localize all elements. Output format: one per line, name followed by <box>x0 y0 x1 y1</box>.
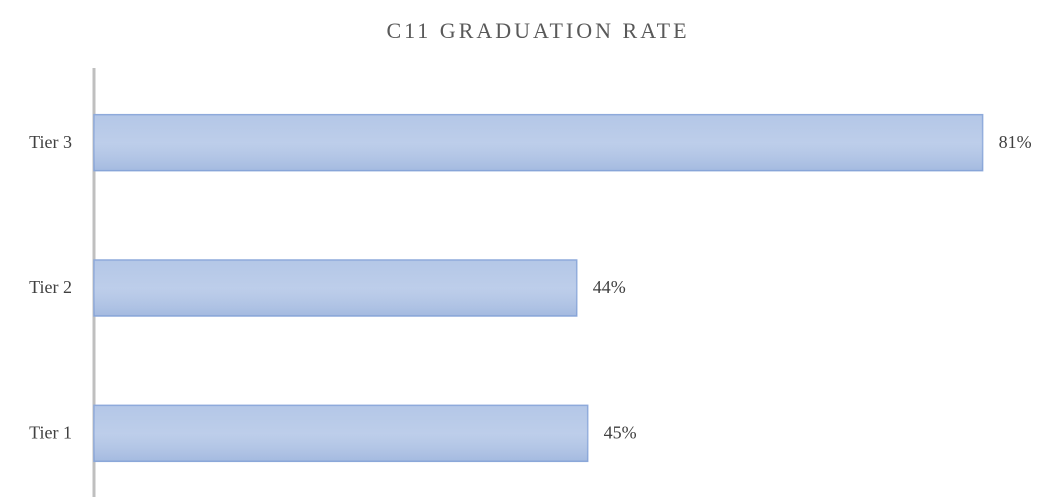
bar-shade <box>94 405 588 462</box>
data-label: 44% <box>593 277 626 297</box>
y-tick-label: Tier 3 <box>29 132 72 152</box>
y-tick-label: Tier 2 <box>29 277 72 297</box>
data-label: 45% <box>604 422 637 442</box>
y-tick-label: Tier 1 <box>29 422 72 442</box>
data-label: 81% <box>999 132 1032 152</box>
bar-shade <box>94 114 983 171</box>
chart-title: C11 GRADUATION RATE <box>386 18 689 43</box>
bar-shade <box>94 260 577 316</box>
